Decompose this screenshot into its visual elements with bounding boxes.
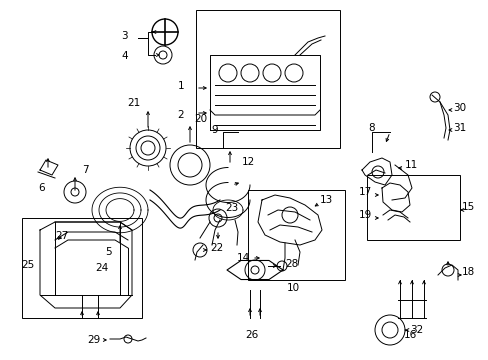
Text: 29: 29: [86, 335, 100, 345]
Text: 8: 8: [368, 123, 375, 133]
Text: 14: 14: [236, 253, 249, 263]
Text: 19: 19: [358, 210, 371, 220]
Text: 12: 12: [242, 157, 255, 167]
Text: 11: 11: [404, 160, 417, 170]
Text: 32: 32: [409, 325, 423, 335]
Bar: [196, 10, 339, 148]
Text: 24: 24: [95, 263, 108, 273]
Text: 23: 23: [224, 203, 238, 213]
Bar: [366, 175, 459, 240]
Text: 1: 1: [177, 81, 183, 91]
Text: 6: 6: [39, 183, 45, 193]
Text: 21: 21: [126, 98, 140, 108]
Text: 10: 10: [286, 283, 299, 293]
Text: 17: 17: [358, 187, 371, 197]
Text: 22: 22: [209, 243, 223, 253]
Text: 18: 18: [461, 267, 474, 277]
Text: 30: 30: [452, 103, 465, 113]
Bar: [22, 218, 142, 318]
Text: 26: 26: [245, 330, 258, 340]
Text: 7: 7: [82, 165, 88, 175]
Text: 9: 9: [211, 125, 218, 135]
Text: 28: 28: [285, 259, 298, 269]
Text: 15: 15: [461, 202, 474, 212]
Text: 31: 31: [452, 123, 465, 133]
Text: 3: 3: [121, 31, 128, 41]
Text: 16: 16: [403, 330, 416, 340]
Text: 27: 27: [55, 231, 68, 241]
Text: 2: 2: [177, 110, 183, 120]
Text: 5: 5: [105, 247, 112, 257]
Text: 13: 13: [319, 195, 332, 205]
Text: 4: 4: [121, 51, 128, 61]
Text: 20: 20: [194, 114, 207, 124]
Text: 25: 25: [21, 260, 35, 270]
Bar: [247, 190, 345, 280]
